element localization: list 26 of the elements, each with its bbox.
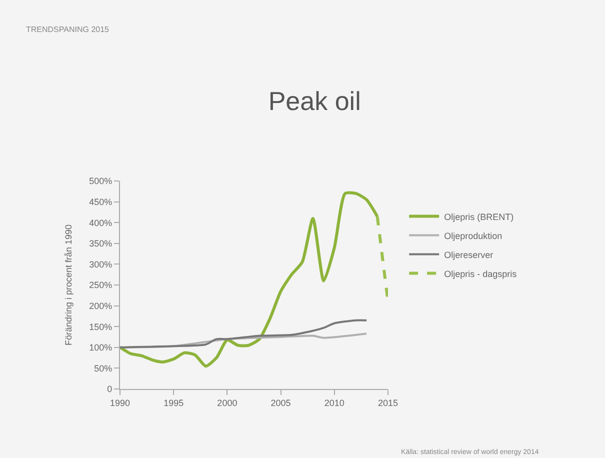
y-tick-label: 450% [89,196,112,207]
x-tick-label: 1995 [164,398,184,408]
x-tick-label: 1990 [110,398,130,408]
y-tick-label: 350% [89,238,112,249]
y-tick-label: 100% [89,342,112,353]
y-tick-label: 200% [89,300,112,311]
x-tick-label: 2005 [270,398,291,408]
y-tick-label: 50% [94,363,112,374]
legend-label: Oljereserver [444,250,494,260]
chart-title: Peak oil [268,86,361,116]
y-tick-label: 0 [107,384,112,394]
legend-label: Oljepris - dagspris [444,268,518,279]
y-tick-label: 150% [89,322,112,332]
y-axis-title: Förändring i procent från 1990 [64,224,74,346]
legend-label: Oljepris (BRENT) [444,212,514,222]
y-tick-label: 300% [89,259,112,270]
x-tick-label: 2010 [324,398,344,408]
y-tick-label: 250% [89,280,112,290]
line-series [120,191,379,368]
x-tick-label: 2000 [217,398,238,408]
legend-label: Oljeproduktion [444,230,502,241]
chart-subtitle: TRENDSPANING 2015 [26,25,110,34]
y-tick-label: 400% [89,218,112,228]
line-series [120,319,368,348]
x-tick-label: 2015 [378,398,398,408]
y-tick-label: 500% [89,176,112,186]
